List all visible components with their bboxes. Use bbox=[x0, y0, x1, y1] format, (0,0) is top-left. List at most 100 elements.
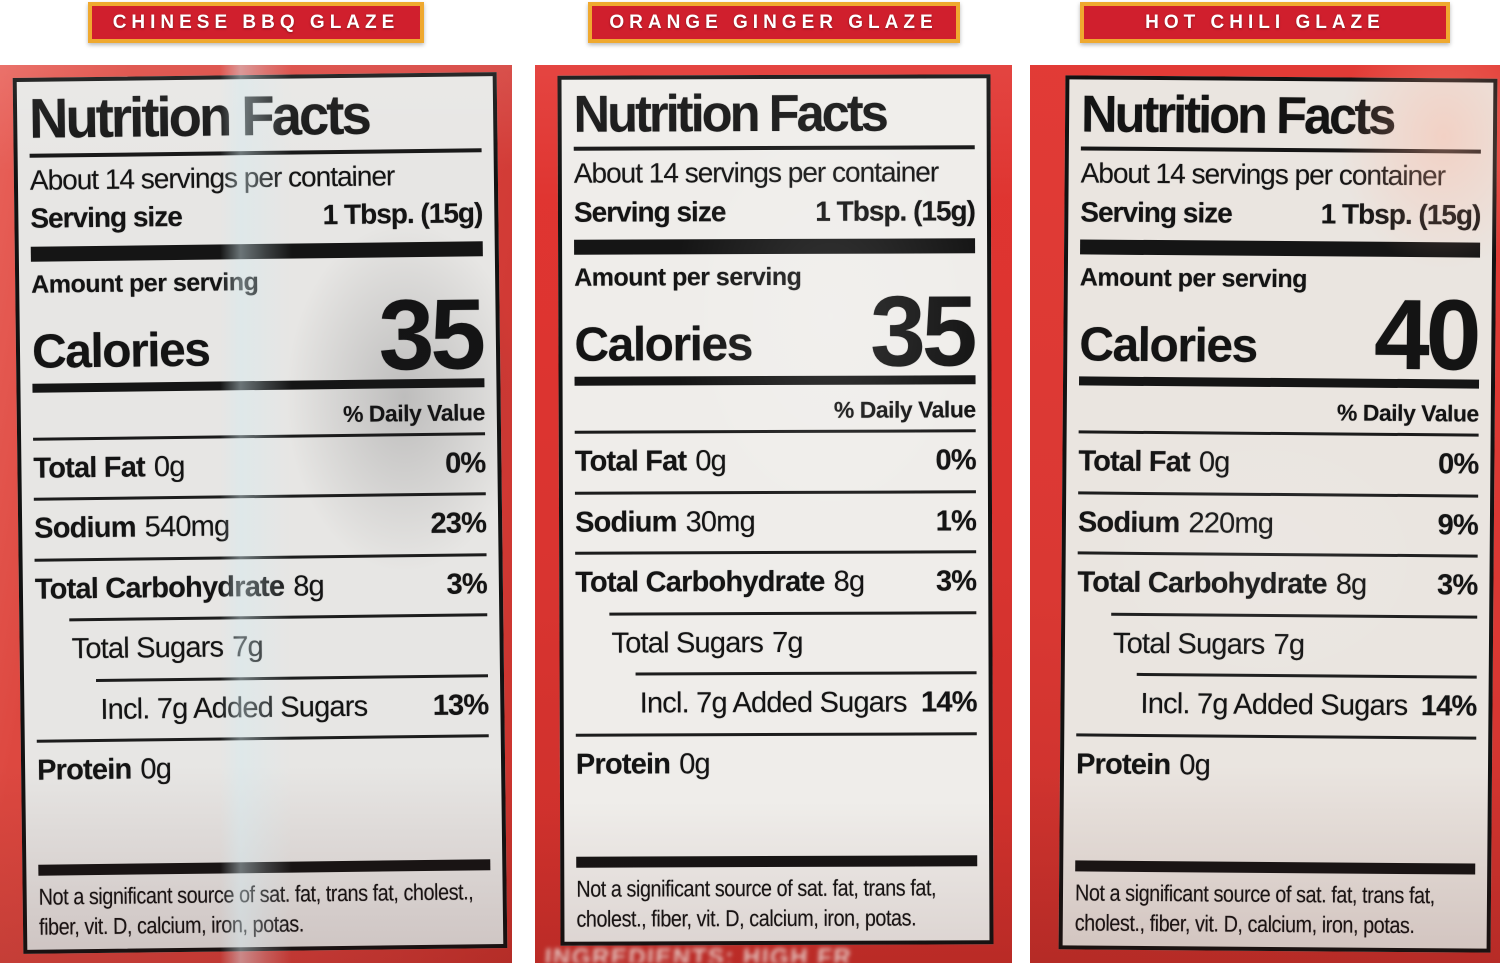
calories-row: Calories 40 bbox=[1079, 279, 1480, 392]
nutrient-name: Total Fat bbox=[1078, 445, 1191, 479]
servings-per-container: About 14 servings per container bbox=[29, 160, 395, 196]
flavor-banner: HOT CHILI GLAZE bbox=[1080, 2, 1450, 43]
thick-divider bbox=[574, 238, 976, 255]
nutrition-facts-title: Nutrition Facts bbox=[573, 84, 886, 144]
nutrient-daily-value: 13% bbox=[432, 688, 489, 722]
nutrient-text: Total Fat 0g bbox=[33, 450, 185, 485]
servings-per-container: About 14 servings per container bbox=[573, 156, 939, 189]
nutrient-daily-value: 3% bbox=[1436, 569, 1478, 602]
nutrient-text: Sodium 540mg bbox=[33, 510, 230, 546]
nutrient-text: Total Fat 0g bbox=[575, 445, 727, 479]
nutrient-amount: 8g bbox=[293, 570, 325, 603]
thick-divider bbox=[30, 240, 483, 262]
nutrient-name: Incl. 7g Added Sugars bbox=[1140, 688, 1408, 723]
nutrient-name: Total Sugars bbox=[1112, 627, 1265, 661]
nutrient-name: Sodium bbox=[33, 511, 136, 546]
nutrient-row-total-carbohydrate: Total Carbohydrate 8g 3% bbox=[35, 556, 488, 619]
calories-value: 35 bbox=[377, 278, 483, 392]
nutrient-text: Sodium 30mg bbox=[575, 506, 755, 539]
nutrient-text: Total Sugars 7g bbox=[71, 631, 264, 666]
serving-size-value: 1 Tbsp. (15g) bbox=[322, 197, 483, 231]
nutrient-name: Total Fat bbox=[33, 451, 146, 485]
nutrient-amount: 7g bbox=[772, 626, 803, 659]
calories-value: 35 bbox=[869, 275, 974, 389]
nutrient-amount: 7g bbox=[232, 631, 264, 664]
calories-label: Calories bbox=[1079, 318, 1257, 374]
servings-per-container: About 14 servings per container bbox=[1080, 157, 1446, 192]
nutrient-amount: 0g bbox=[695, 445, 727, 478]
nutrient-text: Total Fat 0g bbox=[1078, 445, 1230, 480]
calories-label: Calories bbox=[574, 318, 752, 373]
nutrient-daily-value: 0% bbox=[935, 444, 976, 477]
nutrient-name: Incl. 7g Added Sugars bbox=[639, 686, 907, 720]
nutrient-daily-value: 0% bbox=[1437, 448, 1479, 482]
nutrient-rows: Total Fat 0g 0% Sodium 30mg 1% Total Carbo… bbox=[574, 429, 977, 794]
footnote: Not a significant source of sat. fat, tr… bbox=[576, 874, 937, 932]
nutrient-row-total-fat: Total Fat 0g 0% bbox=[575, 433, 976, 492]
divider bbox=[573, 145, 975, 151]
nutrient-amount: 0g bbox=[1179, 748, 1211, 782]
nutrient-row-sodium: Sodium 30mg 1% bbox=[575, 493, 976, 552]
nutrient-name: Protein bbox=[575, 748, 671, 781]
serving-size-label: Serving size bbox=[573, 195, 726, 228]
nutrition-facts-title: Nutrition Facts bbox=[28, 82, 370, 150]
medium-divider bbox=[574, 375, 976, 387]
nutrient-name: Total Carbohydrate bbox=[575, 566, 825, 600]
nutrient-text: Total Sugars 7g bbox=[611, 626, 803, 660]
nutrient-daily-value: 23% bbox=[430, 507, 487, 541]
flavor-banner-label: ORANGE GINGER GLAZE bbox=[609, 11, 938, 33]
nutrient-amount: 0g bbox=[1198, 446, 1230, 480]
nutrient-name: Total Carbohydrate bbox=[34, 570, 285, 606]
nutrition-facts-panel: Nutrition Facts About 14 servings per co… bbox=[12, 72, 508, 954]
divider bbox=[1080, 146, 1481, 154]
nutrient-row-total-sugars: Total Sugars 7g bbox=[575, 614, 976, 673]
nutrient-amount: 0g bbox=[153, 450, 185, 484]
nutrient-rows: Total Fat 0g 0% Sodium 540mg 23% Total Car… bbox=[33, 432, 489, 800]
nutrient-rows: Total Fat 0g 0% Sodium 220mg 9% Total Carb… bbox=[1075, 430, 1479, 797]
nutrient-text: Incl. 7g Added Sugars bbox=[1140, 688, 1408, 723]
thick-divider bbox=[576, 855, 978, 868]
nutrient-row-added-sugars: Incl. 7g Added Sugars 14% bbox=[576, 675, 977, 734]
nutrient-amount: 8g bbox=[1335, 568, 1367, 602]
nutrient-name: Total Sugars bbox=[611, 626, 764, 660]
thick-divider bbox=[38, 859, 491, 876]
serving-size-value: 1 Tbsp. (15g) bbox=[1320, 197, 1481, 231]
calories-row: Calories 35 bbox=[574, 275, 975, 389]
nutrient-amount: 540mg bbox=[144, 510, 230, 544]
nutrient-row-total-carbohydrate: Total Carbohydrate 8g 3% bbox=[575, 554, 976, 613]
nutrient-row-protein: Protein 0g bbox=[37, 737, 490, 800]
nutrient-name: Total Carbohydrate bbox=[1077, 566, 1327, 601]
nutrient-amount: 0g bbox=[679, 747, 710, 780]
nutrient-row-sodium: Sodium 220mg 9% bbox=[1078, 494, 1478, 555]
nutrient-row-added-sugars: Incl. 7g Added Sugars 14% bbox=[1076, 676, 1476, 737]
nutrient-daily-value: 0% bbox=[444, 447, 486, 480]
nutrient-name: Sodium bbox=[1077, 506, 1180, 540]
serving-size-value: 1 Tbsp. (15g) bbox=[815, 194, 976, 227]
daily-value-header: % Daily Value bbox=[342, 399, 485, 427]
nutrition-facts-panel: Nutrition Facts About 14 servings per co… bbox=[1058, 75, 1498, 953]
product-photo: Nutrition Facts About 14 servings per co… bbox=[1030, 65, 1500, 963]
serving-size-row: Serving size 1 Tbsp. (15g) bbox=[30, 193, 482, 239]
nutrient-text: Protein 0g bbox=[37, 753, 171, 787]
serving-size-row: Serving size 1 Tbsp. (15g) bbox=[1080, 192, 1480, 236]
nutrient-daily-value: 3% bbox=[935, 565, 977, 598]
daily-value-header: % Daily Value bbox=[833, 396, 976, 424]
product-photo: Nutrition Facts About 14 servings per co… bbox=[0, 65, 512, 963]
nutrient-row-sodium: Sodium 540mg 23% bbox=[34, 496, 487, 559]
nutrient-text: Total Carbohydrate 8g bbox=[575, 566, 864, 600]
product-column-hot-chili: HOT CHILI GLAZE Nutrition Facts About 14… bbox=[1030, 0, 1500, 963]
nutrient-row-total-carbohydrate: Total Carbohydrate 8g 3% bbox=[1077, 555, 1477, 616]
nutrient-amount: 7g bbox=[1273, 628, 1305, 661]
flavor-banner-label: CHINESE BBQ GLAZE bbox=[112, 11, 400, 33]
nutrient-name: Total Sugars bbox=[71, 631, 224, 666]
nutrient-row-total-fat: Total Fat 0g 0% bbox=[1078, 434, 1478, 495]
nutrient-name: Protein bbox=[1075, 748, 1171, 781]
nutrient-text: Total Sugars 7g bbox=[1112, 627, 1305, 661]
footnote: Not a significant source of sat. fat, tr… bbox=[1074, 879, 1435, 938]
footnote: Not a significant source of sat. fat, tr… bbox=[38, 878, 474, 940]
nutrient-row-total-sugars: Total Sugars 7g bbox=[35, 616, 488, 679]
nutrient-text: Protein 0g bbox=[1075, 748, 1211, 782]
product-column-orange-ginger: ORANGE GINGER GLAZE Nutrition Facts Abou… bbox=[535, 0, 1012, 963]
nutrition-facts-title: Nutrition Facts bbox=[1080, 85, 1394, 146]
